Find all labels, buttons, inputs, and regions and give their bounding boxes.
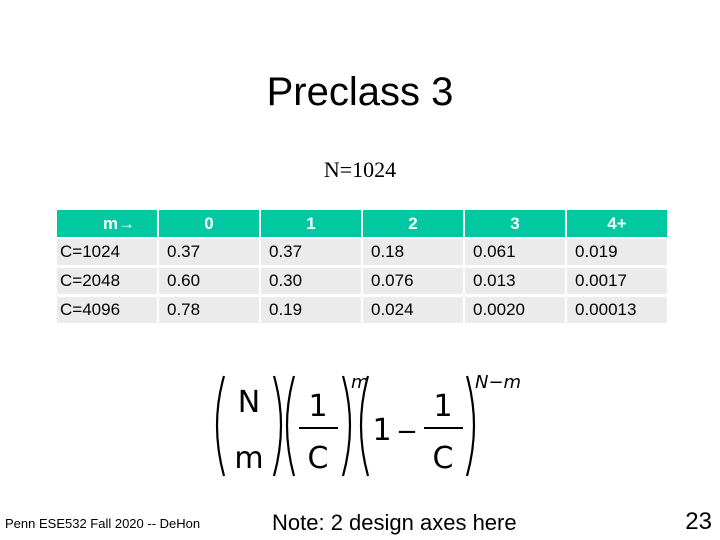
frac1-right-paren [341,375,352,477]
probability-table: m→ 0 1 2 3 4+ C=1024 0.37 0.37 0.18 0.06… [55,210,669,326]
exponent-m: m [351,372,369,393]
row-label: C=4096 [57,297,157,326]
table-cell: 0.024 [363,297,463,326]
footer-note: Note: 2 design axes here [272,510,517,535]
table-cell: 0.30 [261,268,361,297]
corner-label: m→ [57,210,157,239]
table-cell: 0.37 [261,239,361,268]
binomial-probability-formula: N m 1 C 1 − 1 C m N−m [215,372,521,477]
slide-subtitle: N=1024 [323,157,397,182]
table-cell: 0.013 [465,268,565,297]
table-cell: 0.60 [159,268,259,297]
footer-course: Penn ESE532 Fall 2020 -- DeHon [5,516,201,531]
binom-top: N [238,385,260,420]
table-cell: 0.78 [159,297,259,326]
binom-left-paren [215,375,226,477]
table-cell: 0.0020 [465,297,565,326]
binom-right-paren [272,375,283,477]
column-header: 4+ [567,210,667,239]
row-label: C=2048 [57,268,157,297]
table-cell: 0.0017 [567,268,667,297]
minus-sign: − [396,417,418,447]
column-header: 3 [465,210,565,239]
frac2-numerator: 1 [433,389,452,424]
exponent-n-minus-m: N−m [475,372,521,393]
table-row: C=1024 0.37 0.37 0.18 0.061 0.019 [57,239,667,268]
frac2-left-paren [359,375,370,477]
table-cell: 0.00013 [567,297,667,326]
table-row: C=2048 0.60 0.30 0.076 0.013 0.0017 [57,268,667,297]
table-cell: 0.18 [363,239,463,268]
column-header: 0 [159,210,259,239]
table-cell: 0.019 [567,239,667,268]
table-cell: 0.19 [261,297,361,326]
table-cell: 0.061 [465,239,565,268]
frac1-left-paren [285,375,296,477]
binom-bottom: m [234,441,263,476]
table-cell: 0.37 [159,239,259,268]
slide-title: Preclass 3 [266,70,454,114]
frac1-denominator: C [308,441,329,476]
column-header: 1 [261,210,361,239]
frac2-denominator: C [433,441,454,476]
table-header-row: m→ 0 1 2 3 4+ [57,210,667,239]
column-header: 2 [363,210,463,239]
one-term: 1 [372,413,391,448]
row-label: C=1024 [57,239,157,268]
table-row: C=4096 0.78 0.19 0.024 0.0020 0.00013 [57,297,667,326]
page-number: 23 [685,508,712,535]
table-cell: 0.076 [363,268,463,297]
frac1-numerator: 1 [308,389,327,424]
frac2-right-paren [465,375,476,477]
